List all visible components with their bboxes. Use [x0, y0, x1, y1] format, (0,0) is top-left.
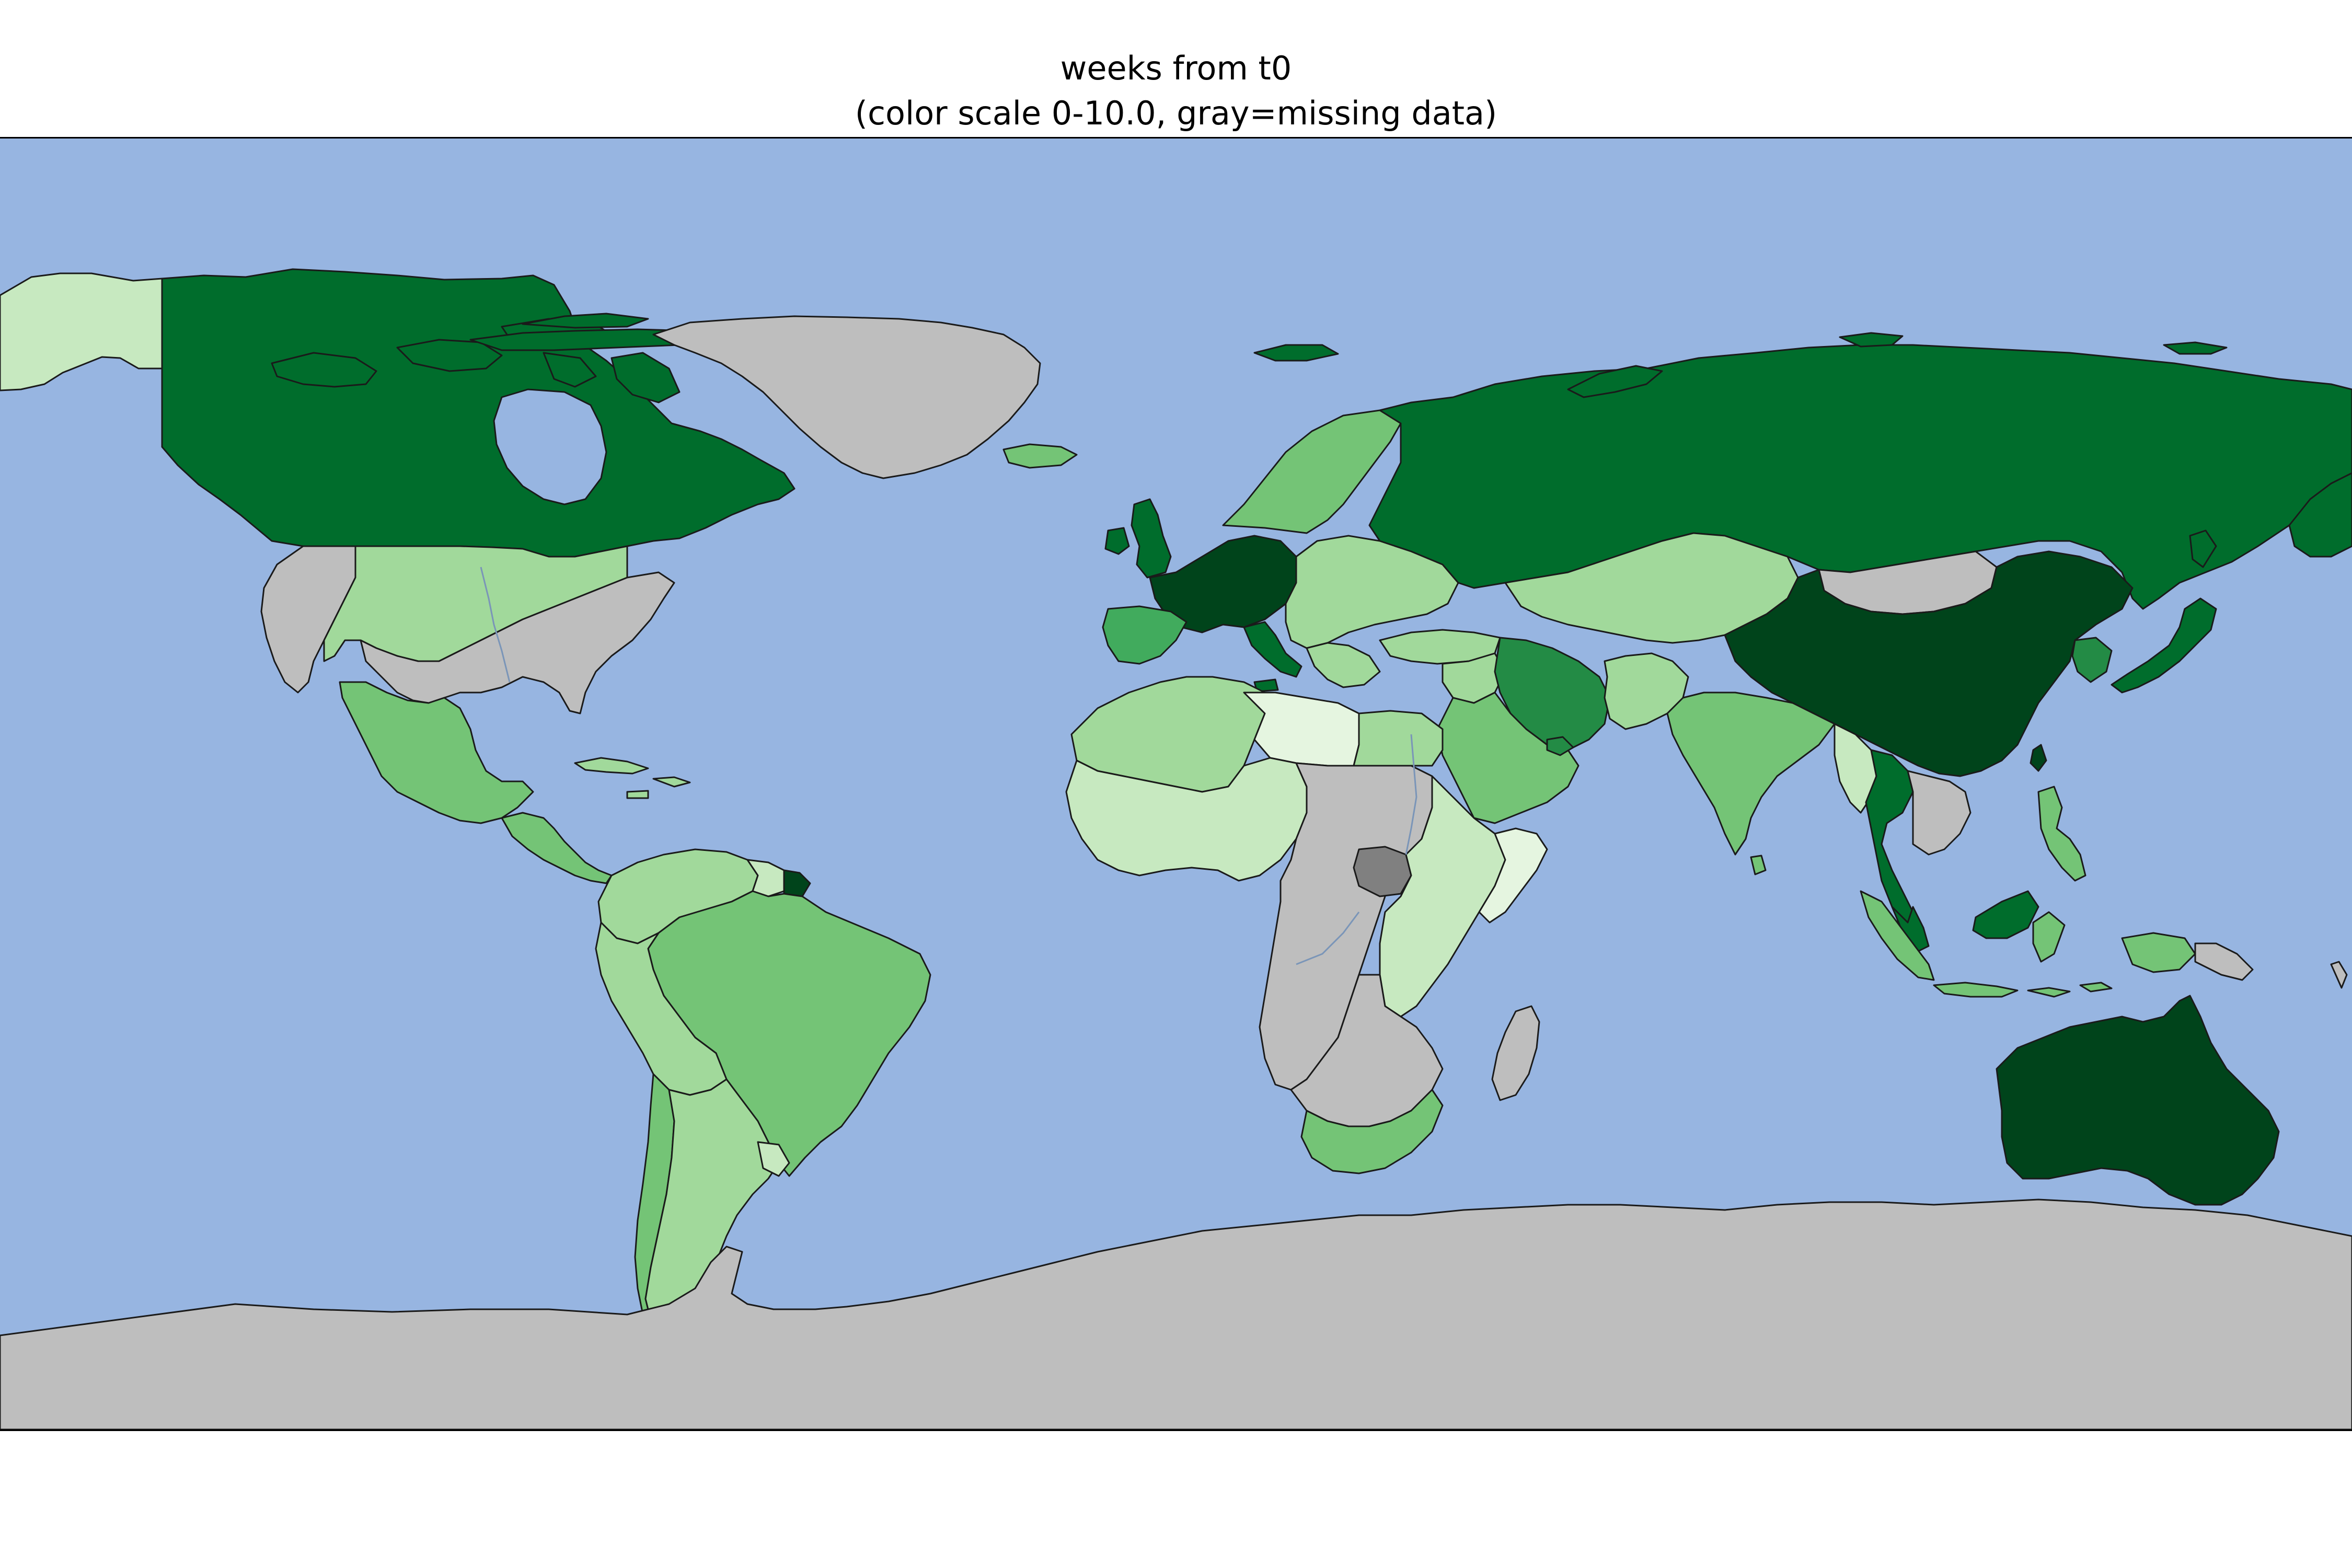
region-korea	[2071, 637, 2113, 683]
region-canada	[161, 268, 795, 558]
region-iran	[1494, 637, 1611, 751]
region-west-africa	[1065, 757, 1308, 882]
region-sri-lanka	[1750, 855, 1767, 875]
region-iberia	[1102, 605, 1187, 665]
region-kamchatka	[2288, 472, 2352, 558]
region-japan	[2111, 529, 2217, 694]
region-russia-arctic-islands	[1253, 332, 2228, 398]
region-australia	[1996, 995, 2280, 1206]
map-title-line-2: (color scale 0-10.0, gray=missing data)	[855, 94, 1497, 132]
region-somalia	[1478, 827, 1548, 924]
region-russia	[1368, 344, 2352, 610]
region-caribbean	[574, 757, 691, 799]
region-uae	[1546, 736, 1574, 756]
region-iceland	[1002, 443, 1078, 469]
map-frame	[0, 137, 2352, 1431]
region-indochina	[1907, 770, 1971, 856]
region-egypt	[1353, 710, 1444, 767]
region-south-sudan	[1353, 846, 1412, 897]
region-india	[1666, 691, 1836, 856]
region-balkans-greece	[1306, 642, 1381, 688]
map-title: weeks from t0 (color scale 0-10.0, gray=…	[0, 46, 2352, 136]
river-mississippi	[480, 567, 511, 683]
region-philippines	[2037, 786, 2086, 882]
region-indonesia	[1860, 890, 2196, 998]
region-arabian-peninsula	[1436, 691, 1579, 824]
map-title-line-1: weeks from t0	[1060, 49, 1292, 87]
river-congo	[1296, 912, 1360, 965]
region-taiwan	[2030, 744, 2047, 772]
region-new-zealand	[2330, 961, 2348, 989]
region-antarctica	[0, 1198, 2352, 1429]
river-nile	[1405, 734, 1417, 855]
region-south-africa	[1300, 1089, 1444, 1174]
region-french-guiana	[783, 869, 811, 897]
region-alaska	[0, 272, 163, 391]
region-madagascar	[1491, 1005, 1540, 1101]
world-map	[0, 139, 2352, 1429]
region-hudson-bay	[493, 388, 607, 505]
region-mexico	[339, 681, 534, 824]
region-guianas	[746, 859, 785, 897]
region-scandinavia	[1222, 409, 1402, 534]
region-uk-ireland	[1104, 498, 1172, 579]
region-greenland	[652, 315, 1041, 479]
region-uruguay	[757, 1141, 790, 1177]
region-png	[2194, 942, 2254, 981]
